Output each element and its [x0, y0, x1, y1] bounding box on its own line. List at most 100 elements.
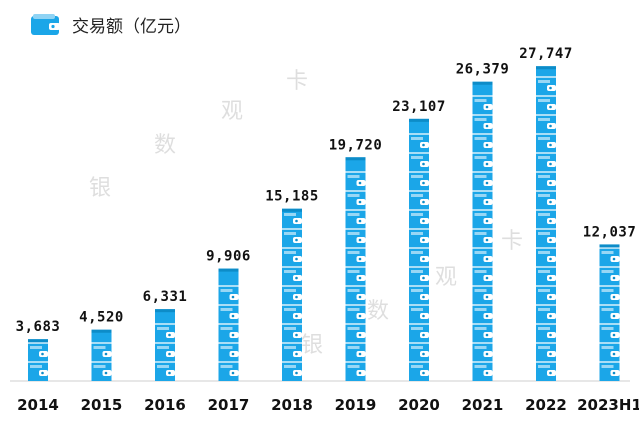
chart-title-area: 交易额（亿元） — [30, 12, 191, 37]
wallet-stripe — [220, 308, 233, 311]
wallet-stripe — [474, 289, 487, 292]
wallet-button — [422, 352, 425, 356]
wallet-button — [104, 352, 108, 356]
wallet-button — [612, 314, 616, 318]
wallet-stripe — [30, 365, 42, 368]
wallet-button — [358, 295, 362, 299]
wallet-stripe — [538, 289, 550, 292]
wallet-stripe — [347, 213, 360, 216]
wallet-button — [358, 314, 362, 318]
wallet-stripe — [220, 327, 233, 330]
watermark-char: 银 — [89, 176, 111, 201]
wallet-button — [231, 371, 235, 375]
wallet-stripe — [538, 175, 550, 178]
wallet-button — [358, 238, 362, 242]
x-tick-label: 2014 — [17, 396, 59, 414]
wallet-stripe — [601, 270, 614, 273]
x-tick-label: 2018 — [271, 396, 313, 414]
bar-cap — [28, 339, 48, 343]
wallet-stripe — [538, 156, 550, 159]
watermark-char: 观 — [435, 265, 457, 290]
wallet-button — [422, 162, 425, 166]
data-label: 9,906 — [206, 249, 251, 265]
bar-2023H1 — [599, 244, 620, 381]
bar-cap — [91, 329, 112, 333]
data-label: 6,331 — [143, 289, 188, 305]
wallet-stripe — [474, 346, 487, 349]
wallet-stripe — [538, 365, 550, 368]
wallet-button — [422, 143, 425, 147]
wallet-button — [358, 181, 362, 185]
wallet-button — [295, 219, 298, 223]
wallet-button — [422, 276, 425, 280]
wallet-button — [549, 219, 552, 223]
wallet-button — [295, 352, 298, 356]
bar-cap — [599, 244, 620, 248]
wallet-stripe — [474, 308, 487, 311]
wallet-stripe — [411, 346, 423, 349]
wallet-stripe — [347, 346, 360, 349]
x-tick-label: 2019 — [335, 396, 377, 414]
wallet-stripe — [30, 346, 42, 349]
wallet-stripe — [411, 175, 423, 178]
wallet-stripe — [474, 137, 487, 140]
wallet-icon — [31, 13, 60, 35]
wallet-stripe — [474, 118, 487, 121]
bar-cap — [472, 81, 493, 85]
wallet-button — [485, 276, 489, 280]
wallet-stripe — [347, 327, 360, 330]
wallet-button — [485, 219, 489, 223]
bar-2019 — [345, 157, 366, 381]
wallet-button — [485, 257, 489, 261]
wallet-stripe — [538, 327, 550, 330]
wallet-button — [422, 314, 425, 318]
data-label: 27,747 — [519, 46, 573, 62]
x-tick-label: 2016 — [144, 396, 186, 414]
data-label: 4,520 — [79, 310, 124, 326]
wallet-button — [358, 333, 362, 337]
wallet-stripe — [347, 175, 360, 178]
wallet-button — [549, 352, 552, 356]
wallet-button — [231, 314, 235, 318]
wallet-stripe — [411, 289, 423, 292]
wallet-button — [422, 219, 425, 223]
wallet-stripe — [538, 118, 550, 121]
bar-2017 — [218, 268, 239, 381]
wallet-button — [549, 124, 552, 128]
wallet-button — [358, 219, 362, 223]
data-label: 26,379 — [456, 62, 510, 78]
x-tick-label: 2015 — [81, 396, 123, 414]
wallet-button — [612, 257, 616, 261]
wallet-button — [295, 238, 298, 242]
wallet-stripe — [284, 308, 296, 311]
bar-cap — [282, 208, 302, 212]
bar-cap — [536, 66, 556, 70]
wallet-button — [549, 105, 552, 109]
wallet-stripe — [538, 346, 550, 349]
bar-cap — [409, 118, 429, 122]
wallet-button — [612, 333, 616, 337]
wallet-stripe — [347, 194, 360, 197]
data-label: 15,185 — [265, 189, 319, 205]
wallet-button — [549, 238, 552, 242]
wallet-button — [231, 333, 235, 337]
chart-title: 交易额（亿元） — [72, 17, 191, 37]
wallet-button — [168, 371, 171, 375]
wallet-button — [358, 352, 362, 356]
x-tick-label: 2021 — [462, 396, 504, 414]
wallet-stripe — [601, 289, 614, 292]
wallet-button — [549, 257, 552, 261]
wallet-stripe — [411, 156, 423, 159]
wallet-button — [231, 352, 235, 356]
wallet-button — [485, 162, 489, 166]
wallet-stripe — [411, 194, 423, 197]
wallet-stripe — [220, 346, 233, 349]
wallet-button — [295, 314, 298, 318]
wallet-button — [549, 200, 552, 204]
x-tick-label: 2017 — [208, 396, 250, 414]
wallet-stripe — [474, 327, 487, 330]
wallet-stripe — [347, 270, 360, 273]
wallet-button — [422, 200, 425, 204]
wallet-button — [612, 295, 616, 299]
watermark-char: 观 — [221, 99, 243, 124]
